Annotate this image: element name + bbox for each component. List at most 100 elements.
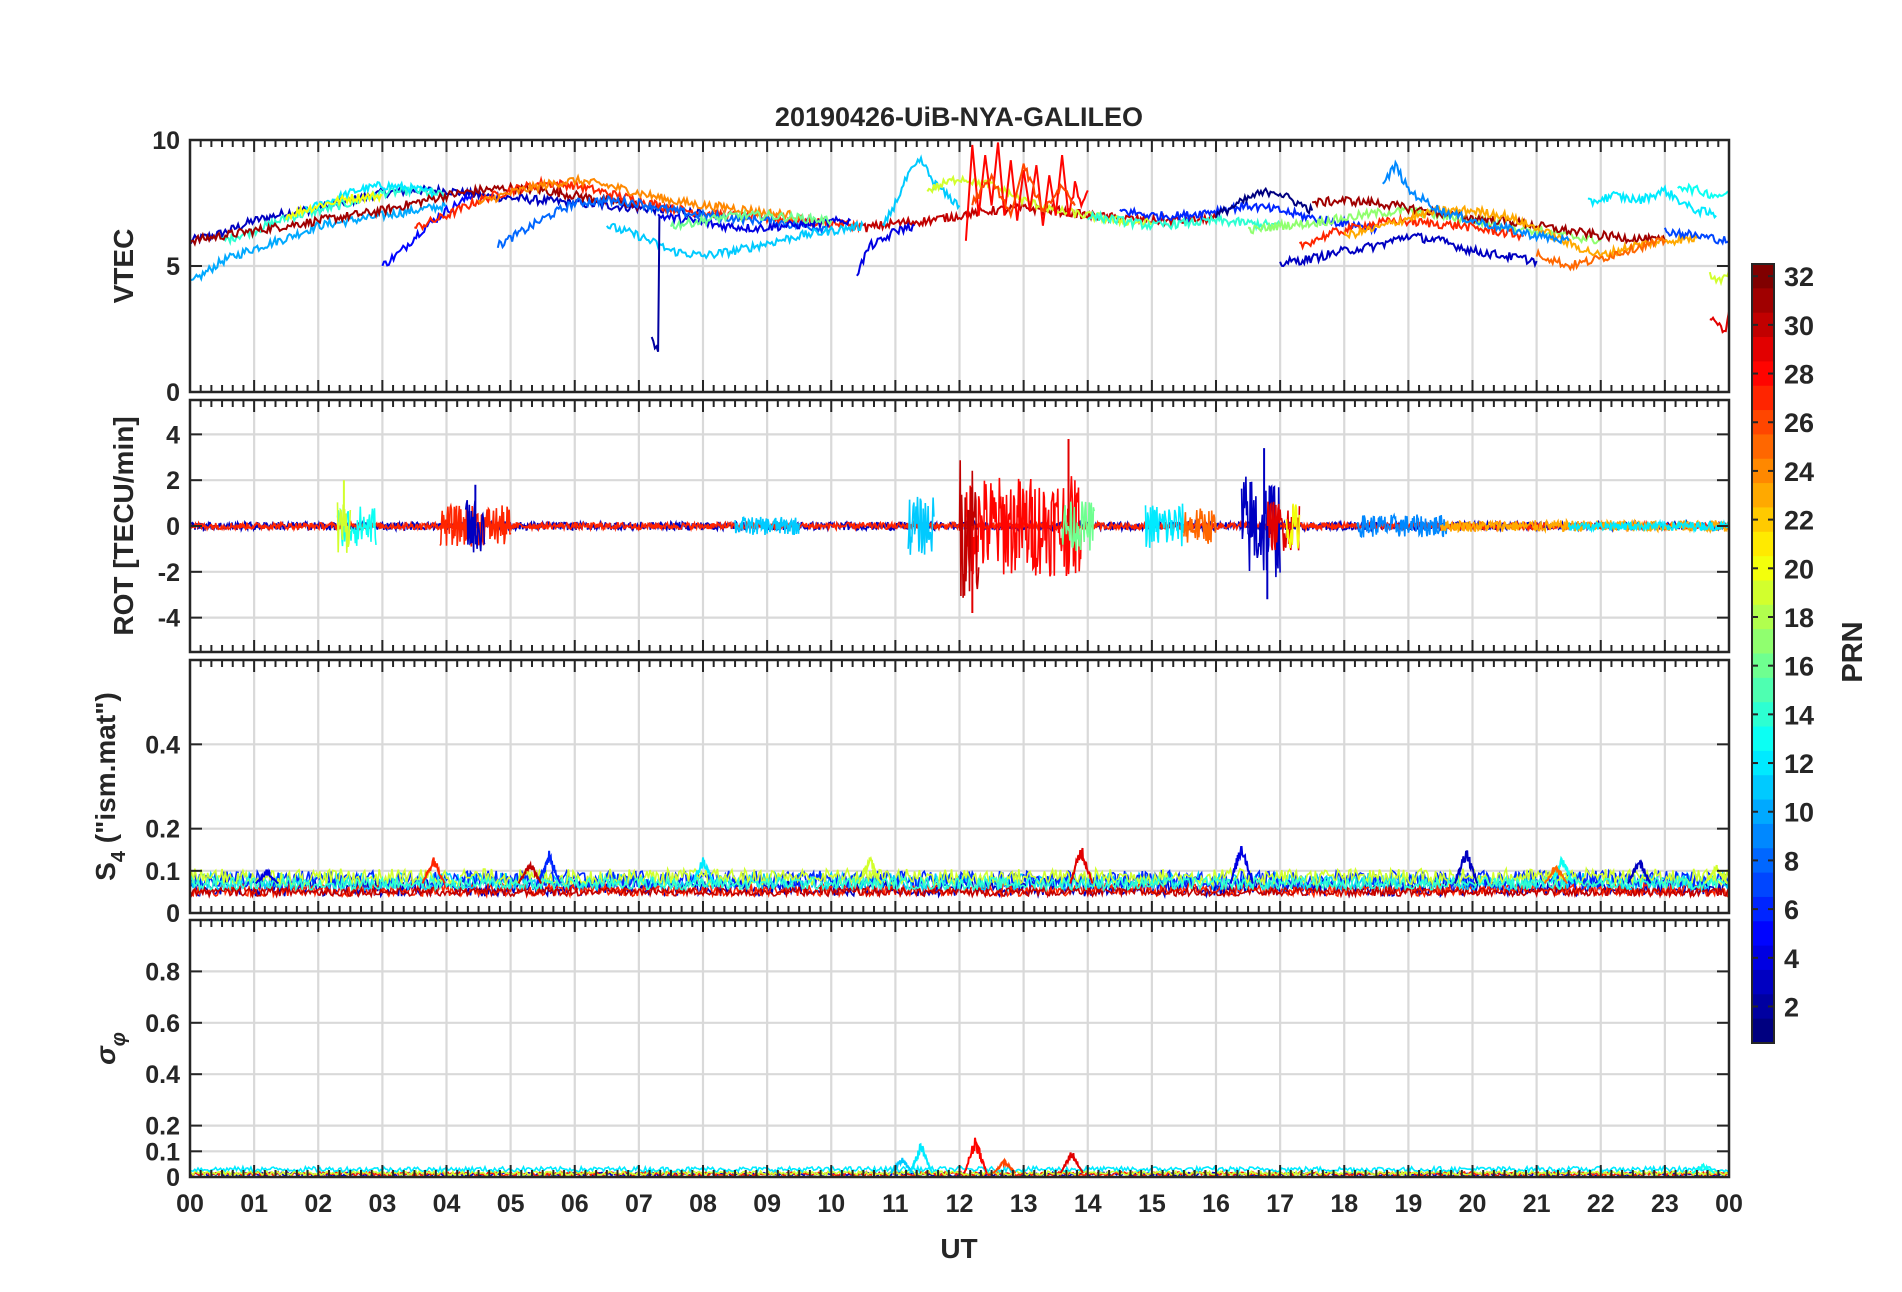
x-tick-label: 13 [1010,1190,1038,1218]
s4-peak-prn-30 [517,860,542,884]
colorbar-swatch [1752,872,1774,898]
x-tick-label: 00 [176,1190,204,1218]
colorbar-swatch [1752,726,1774,752]
x-tick-label: 03 [368,1190,396,1218]
vtec-line-prn-3 [190,183,704,245]
panel-rot: -4 -2 0 2 4 ROT [TECU/min] [108,398,1731,654]
x-tick-label: 09 [753,1190,781,1218]
s4-peak-prn-25 [1543,864,1568,885]
colorbar-swatch [1752,458,1774,484]
vtec-line-prn-26 [971,163,1076,220]
y-tick-label-rot: -4 [158,605,180,633]
vtec-line-prn-7 [1663,227,1729,246]
vtec-line-prn-16 [669,208,833,232]
colorbar-swatch [1752,653,1774,679]
colorbar-swatch [1752,775,1774,801]
colorbar-swatch [1752,921,1774,947]
colorbar-swatch [1752,410,1774,435]
sigma-peak-prn-26 [992,1157,1017,1174]
colorbar-tick-label: 10 [1784,798,1814,828]
colorbar-frame [1751,263,1775,1044]
x-tick-label: 01 [240,1190,268,1218]
colorbar-swatch [1752,848,1774,874]
y-tick-label-rot: 0 [166,513,180,541]
colorbar-swatch [1752,288,1774,314]
vtec-line-prn-20 [285,190,383,221]
colorbar-tick-label: 28 [1784,360,1814,390]
s4-peak-prn-13 [1550,855,1575,885]
y-tick-label-vtec: 0 [166,379,180,407]
y-tick-label-sigma: 0.1 [145,1138,180,1166]
colorbar-swatch [1752,750,1774,776]
colorbar-swatch [1752,799,1774,825]
colorbar-tick-label: 16 [1784,652,1814,682]
rot-line-prn-11 [734,516,800,536]
x-axis-label: UT [940,1233,977,1264]
vtec-line-prn-29 [1709,311,1729,334]
vtec-line-prn-12 [304,180,435,214]
x-tick-label: 04 [433,1190,461,1218]
colorbar-swatch [1752,823,1774,849]
s4-peak-prn-4 [254,868,279,885]
colorbar-label: PRN [1837,621,1869,682]
x-axis: 00 01 02 03 04 05 06 07 08 09 10 11 12 13 14 15 16 17 18 19… [176,1190,1743,1218]
s4-line-prn-14 [190,874,1729,893]
panel-sigma: 00.10.2 0.4 0.6 0.8 σφ [90,918,1731,1192]
colorbar-swatch [1752,945,1774,971]
colorbar-tick-label: 26 [1784,408,1814,438]
vtec-line-prn-11 [606,220,865,260]
sigma-peak-prn-12 [908,1142,934,1174]
colorbar-swatch [1752,434,1774,460]
y-tick-label-s4: 0.2 [145,816,180,844]
vtec-line-prn-10 [190,198,447,283]
y-axis-label-rot: ROT [TECU/min] [108,416,139,635]
vtec-line-prn-23 [1343,204,1698,259]
x-tick-label: 07 [625,1190,653,1218]
s4-peak-prn-27 [421,857,446,884]
colorbar-swatch [1752,385,1774,411]
grid-vtec [190,140,1729,392]
x-tick-label: 19 [1394,1190,1422,1218]
y-tick-label-sigma: 0.6 [145,1010,180,1038]
x-tick-label: 00 [1715,1190,1743,1218]
frame-s4 [188,658,1731,915]
rot-line-prn-16 [1061,501,1095,552]
y-tick-label-sigma: 0.2 [145,1113,180,1141]
s4-peak-prn-12 [690,857,716,884]
y-tick-label-s4: 0.1 [145,858,180,886]
colorbar-tick-label: 6 [1784,895,1799,925]
s4-line-prn-19 [190,865,1729,889]
vtec-line-prn-14 [1087,210,1282,232]
x-tick-label: 12 [946,1190,974,1218]
x-tick-label: 20 [1459,1190,1487,1218]
frame-sigma [188,918,1731,1179]
series-rot [190,438,1729,614]
x-tick-label: 10 [817,1190,845,1218]
colorbar-swatch [1752,361,1774,387]
y-tick-label-s4: 0 [166,900,180,928]
rot-line-prn-9 [1356,512,1448,539]
colorbar-swatch [1752,264,1774,289]
vtec-line-prn-24 [477,173,801,222]
y-tick-label-sigma: 0.8 [145,958,180,986]
rot-line-prn-20 [1285,503,1301,549]
x-tick-label: 02 [304,1190,332,1218]
colorbar-tick-label: 24 [1784,457,1814,487]
vtec-line-prn-13 [1677,182,1729,200]
s4-peak-prn-4 [1229,846,1254,884]
x-tick-label: 14 [1074,1190,1102,1218]
x-tick-label: 16 [1202,1190,1230,1218]
rot-line-prn-30 [958,460,980,598]
rot-line-prn-12 [1144,503,1185,548]
s4-peak-prn-19 [1704,864,1729,885]
y-tick-label-vtec: 10 [152,127,180,155]
sigma-peak-prn-11 [889,1157,914,1174]
colorbar-tick-label: 2 [1784,992,1799,1022]
s4-line-prn-11 [190,870,1729,893]
y-tick-label-rot: 2 [166,467,180,495]
colorbar-tick-label: 14 [1784,700,1814,730]
s4-peak-prn-6 [536,850,562,884]
vtec-line-prn-19 [1708,270,1729,287]
